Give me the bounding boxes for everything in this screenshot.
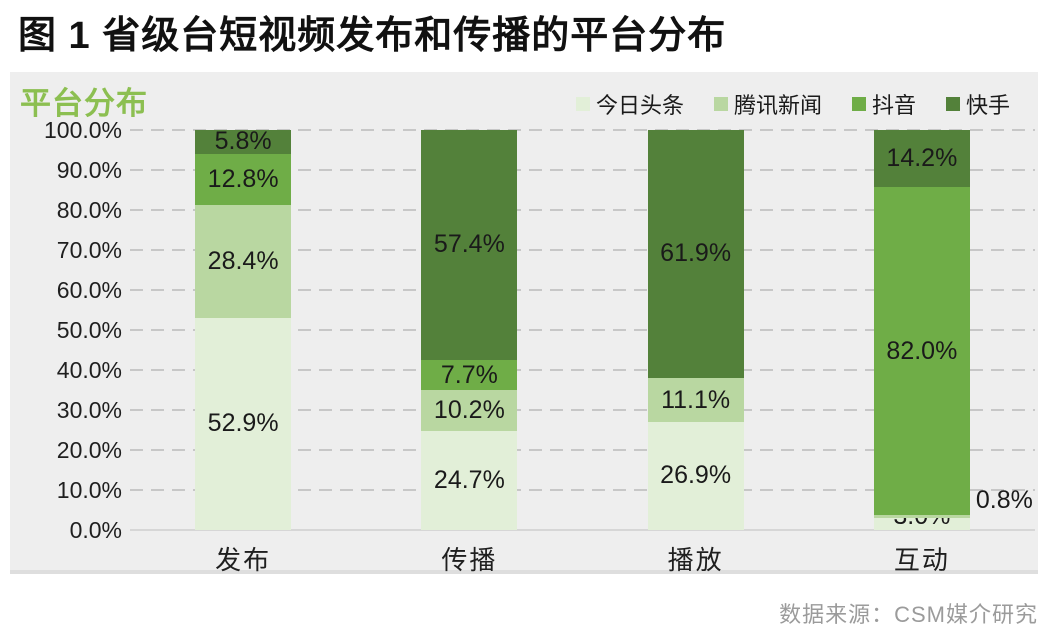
y-axis-tick-label: 40.0% bbox=[56, 357, 122, 383]
y-axis-tick-label: 30.0% bbox=[56, 397, 122, 423]
y-axis-tick-label: 0.0% bbox=[69, 517, 122, 543]
legend-swatch-icon bbox=[713, 97, 728, 111]
legend-label: 快手 bbox=[965, 93, 1010, 118]
y-axis-tick-label: 60.0% bbox=[56, 277, 122, 303]
bar-segment-label: 26.9% bbox=[660, 461, 732, 490]
x-axis-category-label: 传播 bbox=[441, 545, 498, 575]
bar-segment bbox=[421, 431, 518, 530]
x-axis-category-label: 播放 bbox=[667, 545, 724, 575]
legend-label: 今日头条 bbox=[595, 93, 684, 118]
bar-segment bbox=[421, 130, 518, 360]
page-title: 图 1 省级台短视频发布和传播的平台分布 bbox=[18, 15, 727, 57]
bar-segment-label: 24.7% bbox=[433, 466, 505, 495]
legend-swatch-icon bbox=[851, 97, 866, 111]
gridline bbox=[130, 489, 1035, 491]
gridline bbox=[130, 129, 1035, 131]
bar-segment bbox=[873, 186, 970, 515]
y-axis-tick-label: 90.0% bbox=[56, 157, 122, 183]
gridline bbox=[130, 329, 1035, 331]
gridline bbox=[130, 409, 1035, 411]
data-source-note: 数据来源：CSM媒介研究 bbox=[779, 602, 1038, 627]
bar-segment-label: 28.4% bbox=[207, 246, 279, 275]
bar-segment-label: 14.2% bbox=[886, 144, 958, 172]
legend-item: 腾讯新闻 bbox=[713, 88, 822, 120]
legend-swatch-icon bbox=[945, 97, 960, 111]
bar-segment bbox=[195, 204, 292, 319]
bar-segment bbox=[873, 514, 970, 518]
bar-segment bbox=[647, 130, 744, 378]
x-axis-category-label: 互动 bbox=[893, 545, 950, 575]
bar-segment bbox=[421, 359, 518, 391]
y-axis-tick-label: 100.0% bbox=[43, 117, 122, 143]
chart-legend: 今日头条 腾讯新闻 抖音 快手 bbox=[575, 88, 1010, 120]
chart-panel: 平台分布 今日头条 腾讯新闻 抖音 快手 0.0% 10.0% 20.0% 30.0% 40.… bbox=[10, 72, 1038, 575]
gridline bbox=[130, 249, 1035, 251]
bar-segment bbox=[647, 378, 744, 423]
bar-segment-label: 57.4% bbox=[433, 230, 505, 258]
gridline bbox=[130, 369, 1035, 371]
gridline bbox=[130, 449, 1035, 451]
bar-segment bbox=[421, 390, 518, 432]
y-axis-tick-label: 70.0% bbox=[56, 237, 122, 263]
y-axis-tick-label: 50.0% bbox=[56, 317, 122, 343]
legend-item: 今日头条 bbox=[575, 88, 684, 120]
x-axis-category-label: 发布 bbox=[215, 545, 272, 575]
bar-segment bbox=[647, 422, 744, 530]
bar-segment bbox=[873, 518, 970, 530]
plot-area: 0.0% 10.0% 20.0% 30.0% 40.0% 50.0% 60.0% 70.0% 8… bbox=[10, 72, 1038, 575]
y-axis-tick-label: 80.0% bbox=[56, 197, 122, 223]
gridline bbox=[130, 289, 1035, 291]
bar-segment-label: 0.8% bbox=[975, 485, 1033, 514]
legend-label: 抖音 bbox=[871, 93, 916, 118]
bar-segment-label: 82.0% bbox=[886, 336, 958, 365]
bar-segment-label: 12.8% bbox=[207, 164, 279, 193]
y-axis-tick-label: 10.0% bbox=[56, 477, 122, 503]
bar-segment bbox=[195, 153, 292, 205]
bar-segment bbox=[195, 130, 292, 154]
chart-title: 平台分布 bbox=[20, 86, 148, 121]
bar-segment-label: 10.2% bbox=[433, 396, 505, 425]
gridline bbox=[130, 209, 1035, 211]
legend-label: 腾讯新闻 bbox=[733, 93, 822, 118]
legend-item: 快手 bbox=[945, 88, 1010, 120]
gridline bbox=[130, 529, 1035, 531]
bar-segment-label: 52.9% bbox=[207, 409, 279, 438]
bar-segment bbox=[873, 130, 970, 187]
legend-item: 抖音 bbox=[851, 88, 916, 120]
bar-segment-label: 11.1% bbox=[661, 386, 731, 414]
bar-segment-label: 5.8% bbox=[214, 127, 272, 156]
y-axis-tick-label: 20.0% bbox=[56, 437, 122, 463]
bar-segment-label: 7.7% bbox=[440, 360, 498, 389]
bar-segment-label: 61.9% bbox=[660, 239, 732, 268]
gridline bbox=[130, 169, 1035, 171]
legend-swatch-icon bbox=[575, 97, 590, 111]
bar-segment bbox=[195, 318, 292, 530]
